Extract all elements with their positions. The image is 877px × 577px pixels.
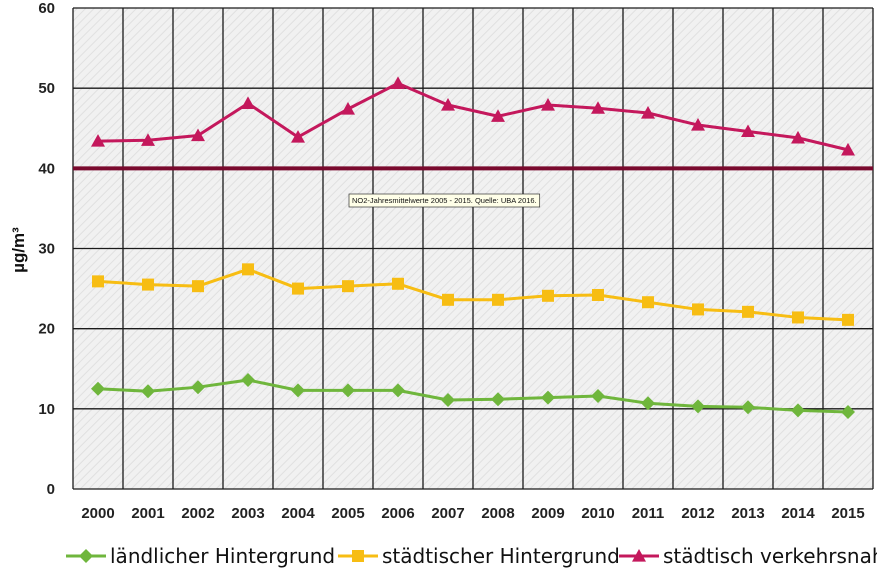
series-line [97, 267, 849, 322]
data-point [491, 109, 505, 122]
x-tick-label: 2012 [681, 505, 714, 522]
data-point [91, 134, 105, 147]
axis-ticks: 0 10 20 30 40 50 60 2000 2001 2002 2003 2004 2005 200… [38, 0, 864, 522]
data-point [242, 263, 254, 276]
series-line [97, 378, 849, 414]
series-1 [91, 372, 855, 420]
x-tick-label: 2006 [381, 505, 414, 522]
x-tick-label: 2005 [331, 505, 364, 522]
x-tick-label: 2010 [581, 505, 614, 522]
data-point [692, 303, 704, 316]
data-point [441, 393, 455, 408]
y-tick-label: 50 [38, 80, 55, 97]
data-point [391, 76, 405, 89]
series-line [97, 81, 849, 152]
x-tick-label: 2009 [531, 505, 564, 522]
data-point [592, 288, 604, 301]
x-tick-label: 2008 [481, 505, 514, 522]
data-point [291, 130, 305, 143]
legend-label: städtischer Hintergrund [382, 544, 620, 568]
data-point [291, 383, 305, 398]
y-tick-label: 60 [38, 0, 55, 17]
y-tick-label: 20 [38, 321, 55, 338]
data-point [791, 130, 805, 144]
data-point [641, 106, 655, 119]
x-tick-label: 2007 [431, 505, 464, 522]
data-point [492, 293, 504, 306]
x-tick-label: 2004 [281, 505, 315, 522]
data-point [392, 277, 404, 290]
data-point [241, 96, 255, 109]
data-point [691, 118, 705, 131]
data-point [741, 400, 755, 415]
data-point [191, 380, 205, 395]
gridlines [72, 7, 874, 490]
x-tick-label: 2014 [781, 505, 815, 522]
data-point [542, 289, 554, 302]
data-point [791, 403, 805, 418]
x-tick-label: 2003 [231, 505, 264, 522]
x-tick-label: 2015 [831, 505, 864, 522]
data-point [792, 311, 804, 324]
data-point [241, 372, 255, 387]
data-point [641, 396, 655, 411]
data-point [142, 278, 154, 291]
data-point [191, 128, 205, 142]
legend-item: städtisch verkehrsnah [619, 544, 877, 568]
data-point [841, 405, 855, 420]
data-point [141, 384, 155, 399]
legend: ländlicher Hintergrund städtischer Hinter… [66, 544, 877, 568]
data-point [491, 392, 505, 407]
x-tick-label: 2000 [81, 505, 114, 522]
series-group [91, 76, 855, 420]
data-point [292, 282, 304, 295]
data-point [642, 296, 654, 309]
legend-marker [79, 549, 93, 563]
data-point [441, 98, 455, 111]
legend-marker [632, 549, 646, 562]
legend-item: städtischer Hintergrund [338, 544, 620, 568]
data-point [442, 293, 454, 306]
series-3 [91, 76, 855, 156]
y-tick-label: 30 [38, 241, 55, 258]
data-point [341, 102, 355, 115]
x-tick-label: 2011 [632, 505, 665, 522]
legend-marker [352, 550, 364, 562]
data-point [391, 383, 405, 398]
annotation-text: NO2-Jahresmittelwerte 2005 - 2015. Quell… [352, 196, 537, 205]
data-point [841, 142, 855, 156]
data-point [141, 133, 155, 146]
y-axis-label: µg/m³ [9, 227, 28, 273]
legend-label: ländlicher Hintergrund [110, 544, 335, 568]
x-tick-label: 2001 [131, 505, 164, 522]
x-tick-label: 2013 [731, 505, 764, 522]
data-point [541, 98, 555, 111]
legend-label: städtisch verkehrsnah [663, 544, 877, 568]
legend-item: ländlicher Hintergrund [66, 544, 335, 568]
y-tick-label: 40 [38, 160, 55, 177]
data-point [192, 280, 204, 293]
x-tick-label: 2002 [181, 505, 214, 522]
data-point [591, 101, 605, 114]
data-point [691, 399, 705, 414]
data-point [341, 383, 355, 398]
y-tick-label: 0 [47, 481, 55, 498]
data-point [842, 313, 854, 326]
y-tick-label: 10 [38, 401, 55, 418]
data-point [541, 390, 555, 405]
data-point [742, 305, 754, 318]
data-point [91, 381, 105, 396]
data-point [591, 389, 605, 404]
data-point [92, 275, 104, 288]
annotation-box: NO2-Jahresmittelwerte 2005 - 2015. Quell… [348, 193, 541, 208]
data-point [342, 280, 354, 293]
series-2 [92, 263, 854, 326]
data-point [741, 124, 755, 138]
